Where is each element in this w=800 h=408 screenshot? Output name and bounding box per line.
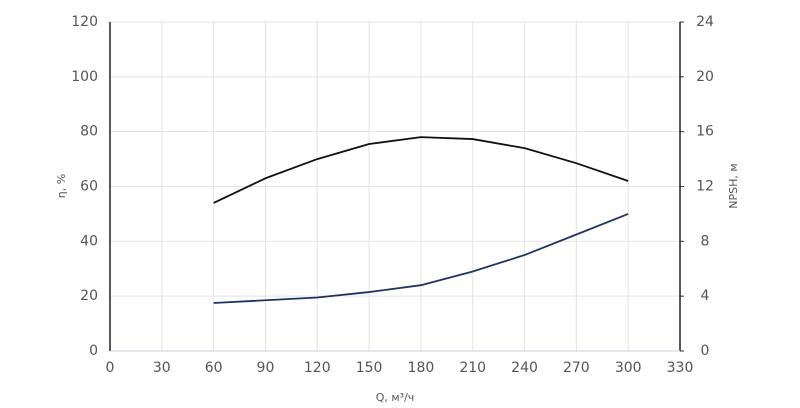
y2-tick-label: 24 [696, 14, 714, 30]
x-tick-label: 180 [408, 360, 435, 376]
line-series [213, 136, 629, 204]
y-tick-label: 0 [89, 343, 98, 359]
x-tick-label: 120 [304, 360, 331, 376]
x-tick-label: 240 [511, 360, 538, 376]
y-tick-label: 80 [80, 124, 98, 140]
x-tick-label: 300 [615, 360, 642, 376]
line-series [213, 213, 629, 304]
x-axis-label: Q, м³/ч [376, 391, 415, 404]
y-tick-label: 20 [80, 288, 98, 304]
x-tick-label: 210 [459, 360, 486, 376]
y-tick-label: 120 [71, 14, 98, 30]
y-tick-label: 60 [80, 179, 98, 195]
y2-tick-label: 8 [701, 233, 710, 249]
y2-axis-label: NPSH, м [727, 163, 740, 208]
x-tick-label: 0 [106, 360, 115, 376]
x-tick-label: 30 [153, 360, 171, 376]
x-tick-label: 90 [257, 360, 275, 376]
y-tick-label: 100 [71, 69, 98, 85]
y2-tick-label: 4 [701, 288, 710, 304]
y2-tick-label: 16 [696, 124, 714, 140]
x-tick-label: 150 [356, 360, 383, 376]
y-axis-label: η, % [55, 174, 68, 198]
x-tick-label: 270 [563, 360, 590, 376]
x-tick-label: 330 [667, 360, 694, 376]
y2-tick-label: 0 [701, 343, 710, 359]
y2-tick-label: 12 [696, 179, 714, 195]
y2-tick-label: 20 [696, 69, 714, 85]
y-tick-label: 40 [80, 233, 98, 249]
x-tick-label: 60 [205, 360, 223, 376]
